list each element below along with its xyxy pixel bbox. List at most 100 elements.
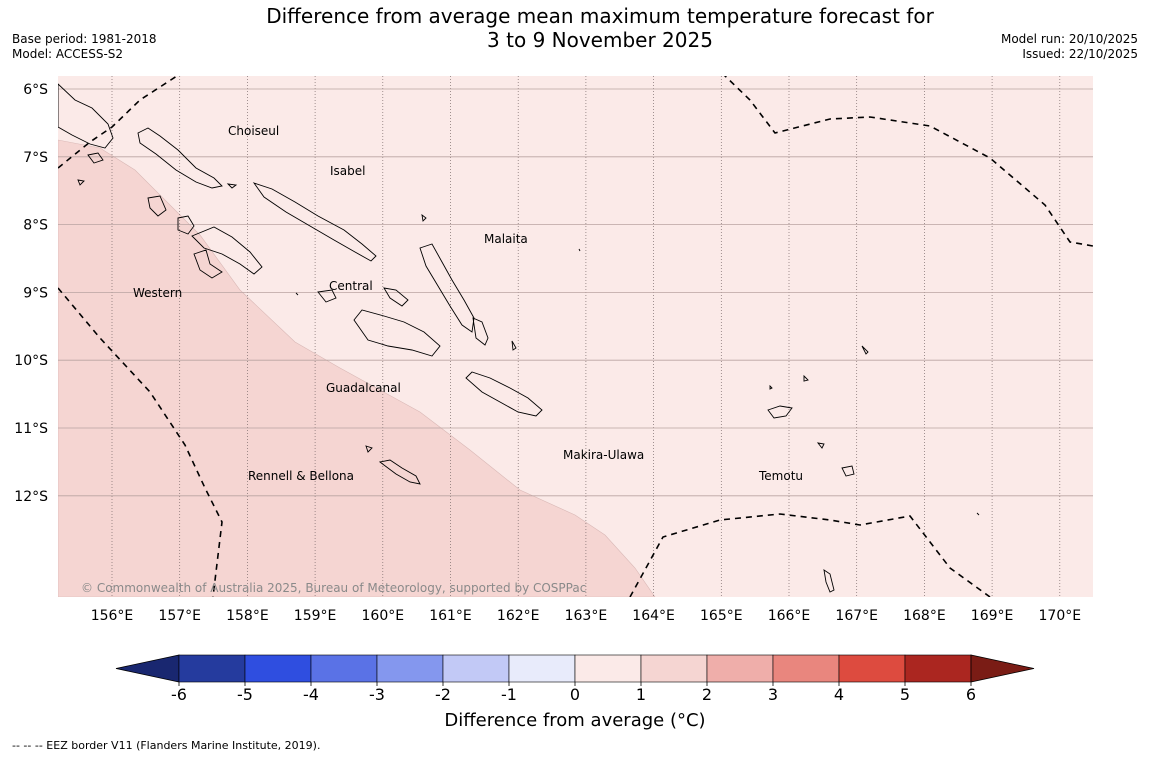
small-malaita-island <box>472 317 489 346</box>
eez-borders <box>58 76 1093 597</box>
colorbar-tick-label: -4 <box>303 685 319 704</box>
region-label-choiseul: Choiseul <box>228 124 279 138</box>
graticule <box>58 76 1093 597</box>
kolombangara-island <box>193 249 223 279</box>
colorbar: -6 -5 -4 -3 -2 -1 0 1 2 3 4 5 6 <box>115 654 1035 704</box>
chart-title: Difference from average mean maximum tem… <box>150 4 1050 52</box>
colorbar-tick-label: -1 <box>501 685 517 704</box>
vella-lavella-island <box>147 195 167 217</box>
colorbar-segment <box>574 654 642 683</box>
colorbar-tick-label: -5 <box>237 685 253 704</box>
small-island <box>295 292 299 296</box>
map-panel: Choiseul Isabel Malaita Western Central … <box>58 76 1093 597</box>
longitude-label: 168°E <box>903 608 946 624</box>
small-island <box>421 213 427 222</box>
small-island <box>769 384 773 390</box>
colorbar-tick-label: 3 <box>768 685 778 704</box>
longitude-label: 163°E <box>565 608 608 624</box>
colorbar-segment <box>310 654 378 683</box>
title-line-2: 3 to 9 November 2025 <box>487 28 713 52</box>
region-label-rennell-bellona: Rennell & Bellona <box>248 469 354 483</box>
santa-cruz-island <box>767 405 793 419</box>
small-island <box>823 569 835 593</box>
region-label-central: Central <box>329 279 373 293</box>
small-island <box>511 340 517 351</box>
longitude-label: 158°E <box>226 608 269 624</box>
colorbar-segment <box>904 654 972 683</box>
latitude-label: 10°S <box>14 353 48 369</box>
longitude-label: 169°E <box>971 608 1014 624</box>
small-island <box>87 152 104 164</box>
colorbar-tick-label: -3 <box>369 685 385 704</box>
longitude-label: 170°E <box>1039 608 1082 624</box>
islands <box>58 83 980 593</box>
latitude-label: 8°S <box>23 218 48 234</box>
latitude-label: 9°S <box>23 285 48 301</box>
issued-date: Issued: 22/10/2025 <box>1022 47 1138 61</box>
longitude-label: 166°E <box>768 608 811 624</box>
colorbar-underflow-triangle <box>115 654 180 683</box>
bougainville-island <box>58 83 114 149</box>
eez-footnote: -- -- -- EEZ border V11 (Flanders Marine… <box>12 739 321 752</box>
base-period: Base period: 1981-2018 <box>12 32 157 46</box>
model-name: Model: ACCESS-S2 <box>12 47 124 61</box>
utupua-island <box>816 442 825 449</box>
region-label-isabel: Isabel <box>330 164 365 178</box>
longitude-label: 159°E <box>294 608 337 624</box>
colorbar-segment <box>640 654 708 683</box>
latitude-label: 6°S <box>23 82 48 98</box>
malaita-island <box>419 243 475 333</box>
eez-border-south <box>629 513 991 597</box>
rennell-island <box>378 459 421 485</box>
longitude-label: 157°E <box>158 608 201 624</box>
russell-island <box>383 287 409 307</box>
longitude-label: 164°E <box>632 608 675 624</box>
small-island <box>578 248 581 252</box>
colorbar-overflow-triangle <box>970 654 1035 683</box>
colorbar-tick-label: 4 <box>834 685 844 704</box>
eez-border-north-west <box>58 76 179 169</box>
region-label-temotu: Temotu <box>758 469 803 483</box>
longitude-label: 162°E <box>497 608 540 624</box>
small-island <box>803 374 809 382</box>
colorbar-segment <box>376 654 444 683</box>
colorbar-segment <box>244 654 312 683</box>
choiseul-island <box>137 127 223 189</box>
longitude-label: 156°E <box>91 608 134 624</box>
model-run: Model run: 20/10/2025 <box>1000 32 1138 46</box>
isabel-island <box>252 182 377 262</box>
colorbar-tick-label: -2 <box>435 685 451 704</box>
colorbar-segment <box>772 654 840 683</box>
colorbar-tick-label: 5 <box>900 685 910 704</box>
latitude-label: 11°S <box>14 421 48 437</box>
eez-border-west <box>58 287 223 597</box>
colorbar-tick-label: 2 <box>702 685 712 704</box>
colorbar-tick-label: 6 <box>966 685 976 704</box>
longitude-label: 165°E <box>700 608 743 624</box>
colorbar-segment <box>442 654 510 683</box>
longitude-labels: 156°E 157°E 158°E 159°E 160°E 161°E 162°E 163°E… <box>91 608 1081 624</box>
makira-island <box>465 371 543 417</box>
small-island <box>77 179 85 186</box>
region-label-western: Western <box>133 286 182 300</box>
longitude-label: 167°E <box>835 608 878 624</box>
eez-border-east <box>723 76 1093 247</box>
colorbar-segment <box>706 654 774 683</box>
colorbar-tick-label: 0 <box>570 685 580 704</box>
colorbar-segment <box>508 654 576 683</box>
copyright-notice: © Commonwealth of Australia 2025, Bureau… <box>81 581 586 595</box>
small-island <box>226 183 238 189</box>
meta-left: Base period: 1981-2018 Model: ACCESS-S2 <box>12 32 157 62</box>
latitude-label: 7°S <box>23 150 48 166</box>
vanikoro-island <box>841 465 855 477</box>
colorbar-tick-label: 1 <box>636 685 646 704</box>
new-georgia-island <box>177 215 195 235</box>
small-island <box>976 512 980 516</box>
colorbar-label: Difference from average (°C) <box>444 710 706 731</box>
longitude-label: 161°E <box>429 608 472 624</box>
region-label-malaita: Malaita <box>484 232 528 246</box>
nggela-island <box>317 289 337 303</box>
region-labels: Choiseul Isabel Malaita Western Central … <box>133 124 803 483</box>
meta-right: Model run: 20/10/2025 Issued: 22/10/2025 <box>1001 32 1138 62</box>
